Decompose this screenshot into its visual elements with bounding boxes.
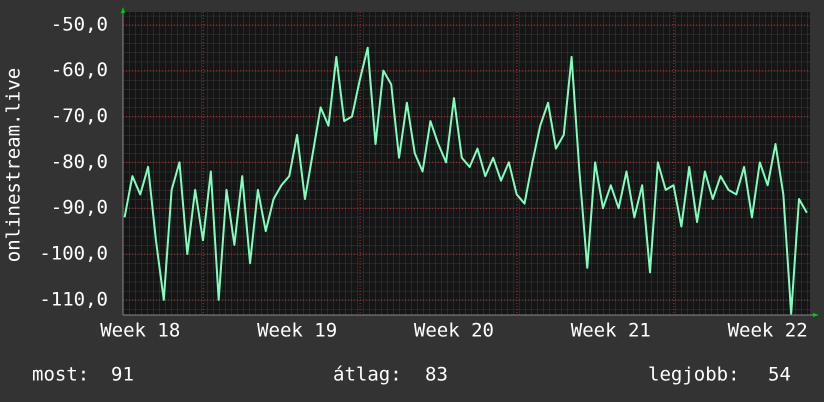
stat-value: 54 (768, 364, 791, 386)
x-tick-label: Week 20 (414, 320, 494, 342)
stat-value: 91 (111, 364, 134, 386)
y-tick-label: -90,0 (51, 197, 108, 219)
x-tick-label: Week 19 (257, 320, 337, 342)
y-tick-label: -70,0 (51, 105, 108, 127)
stat-label: átlag: (333, 364, 402, 386)
stat-value: 83 (425, 364, 448, 386)
x-arrow (813, 313, 819, 317)
y-arrow (121, 7, 125, 13)
x-tick-label: Week 21 (571, 320, 651, 342)
x-tick-label: Week 22 (728, 320, 808, 342)
y-tick-label: -80,0 (51, 151, 108, 173)
data-line (123, 46, 808, 315)
y-tick-label: -60,0 (51, 59, 108, 81)
stat-label: most: (32, 364, 89, 386)
y-tick-label: -100,0 (39, 243, 108, 265)
y-tick-label: -50,0 (51, 13, 108, 35)
x-tick-label: Week 18 (100, 320, 180, 342)
y-axis-label: onlinestream.live (3, 68, 25, 262)
plot-layer (123, 12, 810, 315)
stat-label: legjobb: (648, 364, 740, 386)
y-tick-label: -110,0 (39, 288, 108, 310)
